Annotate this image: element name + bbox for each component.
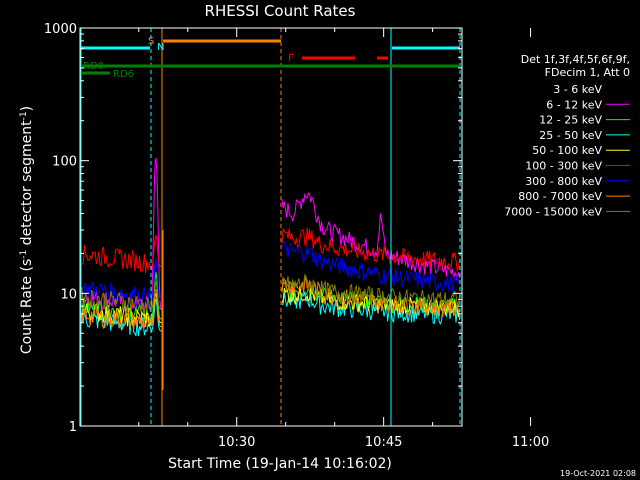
y-tick-label: 1000	[44, 22, 77, 37]
y-tick-label: 100	[52, 155, 77, 170]
y-tick-label: 1	[69, 420, 77, 435]
x-tick-label: 10:30	[218, 435, 255, 450]
series-line-segment	[81, 289, 163, 331]
y-axis-label-sup2: -1	[19, 111, 29, 120]
y-axis-label-close: )	[19, 106, 35, 111]
series-line-segment	[281, 273, 461, 310]
legend-entry-label: 6 - 12 keV	[546, 98, 602, 111]
y-axis-label-mid: detector segment	[19, 120, 35, 250]
series-line-segment	[81, 257, 163, 307]
series-line-segment	[281, 227, 461, 273]
x-axis-label: Start Time (19-Jan-14 10:16:02)	[168, 456, 392, 472]
series-line-segment	[282, 241, 461, 294]
legend-entry-label: 12 - 25 keV	[539, 114, 602, 127]
y-axis-label: Count Rate (s-1 detector segment-1)	[19, 106, 35, 354]
plot-frame	[79, 27, 463, 427]
x-tick-label: 10:45	[365, 435, 402, 450]
series-7000-15000kev	[81, 273, 461, 315]
series-line-segment	[81, 281, 163, 315]
series-300-800kev	[81, 241, 461, 307]
series-line-segment	[281, 291, 461, 325]
series-line-segment	[81, 157, 163, 313]
series-line-segment	[281, 192, 461, 281]
chart-title: RHESSI Count Rates	[205, 2, 356, 20]
series-100-300kev	[81, 227, 461, 273]
timestamp-label: 19-Oct-2021 02:08	[560, 469, 636, 478]
legend-entry-label: 800 - 7000 keV	[518, 190, 602, 203]
series-line-segment	[81, 298, 163, 337]
y-tick-label: 10	[60, 287, 77, 302]
rd0-flag-label: RD0	[83, 61, 104, 72]
legend-entry-label: 50 - 100 keV	[532, 144, 602, 157]
x-tick-label: 11:00	[512, 435, 549, 450]
legend: Det 1f,3f,4f,5f,6f,9f,FDecim 1, Att 0 3 -…	[504, 53, 630, 218]
y-axis-label-main: Count Rate (s	[19, 259, 35, 354]
series-6-12kev	[81, 157, 461, 313]
y-axis-label-sup: -1	[19, 250, 29, 259]
series-25-50kev	[81, 291, 461, 337]
sun-flag-label: S	[148, 36, 154, 47]
legend-entry-label: 300 - 800 keV	[525, 175, 602, 188]
flare-flag-label: F	[288, 53, 294, 64]
rd6-flag-label: RD6	[113, 69, 134, 80]
series-line-segment	[281, 206, 461, 291]
legend-entry-label: 100 - 300 keV	[525, 160, 602, 173]
legend-entry-label: 3 - 6 keV	[553, 83, 602, 96]
series-line-segment	[81, 234, 163, 273]
night-flag-label: N	[157, 42, 164, 53]
legend-entry-label: 7000 - 15000 keV	[504, 205, 602, 218]
legend-header: FDecim 1, Att 0	[545, 66, 630, 79]
data-layer: SN F RD0 RD6	[80, 28, 461, 426]
legend-entry-label: 25 - 50 keV	[539, 129, 602, 142]
legend-header: Det 1f,3f,4f,5f,6f,9f,	[521, 53, 630, 66]
